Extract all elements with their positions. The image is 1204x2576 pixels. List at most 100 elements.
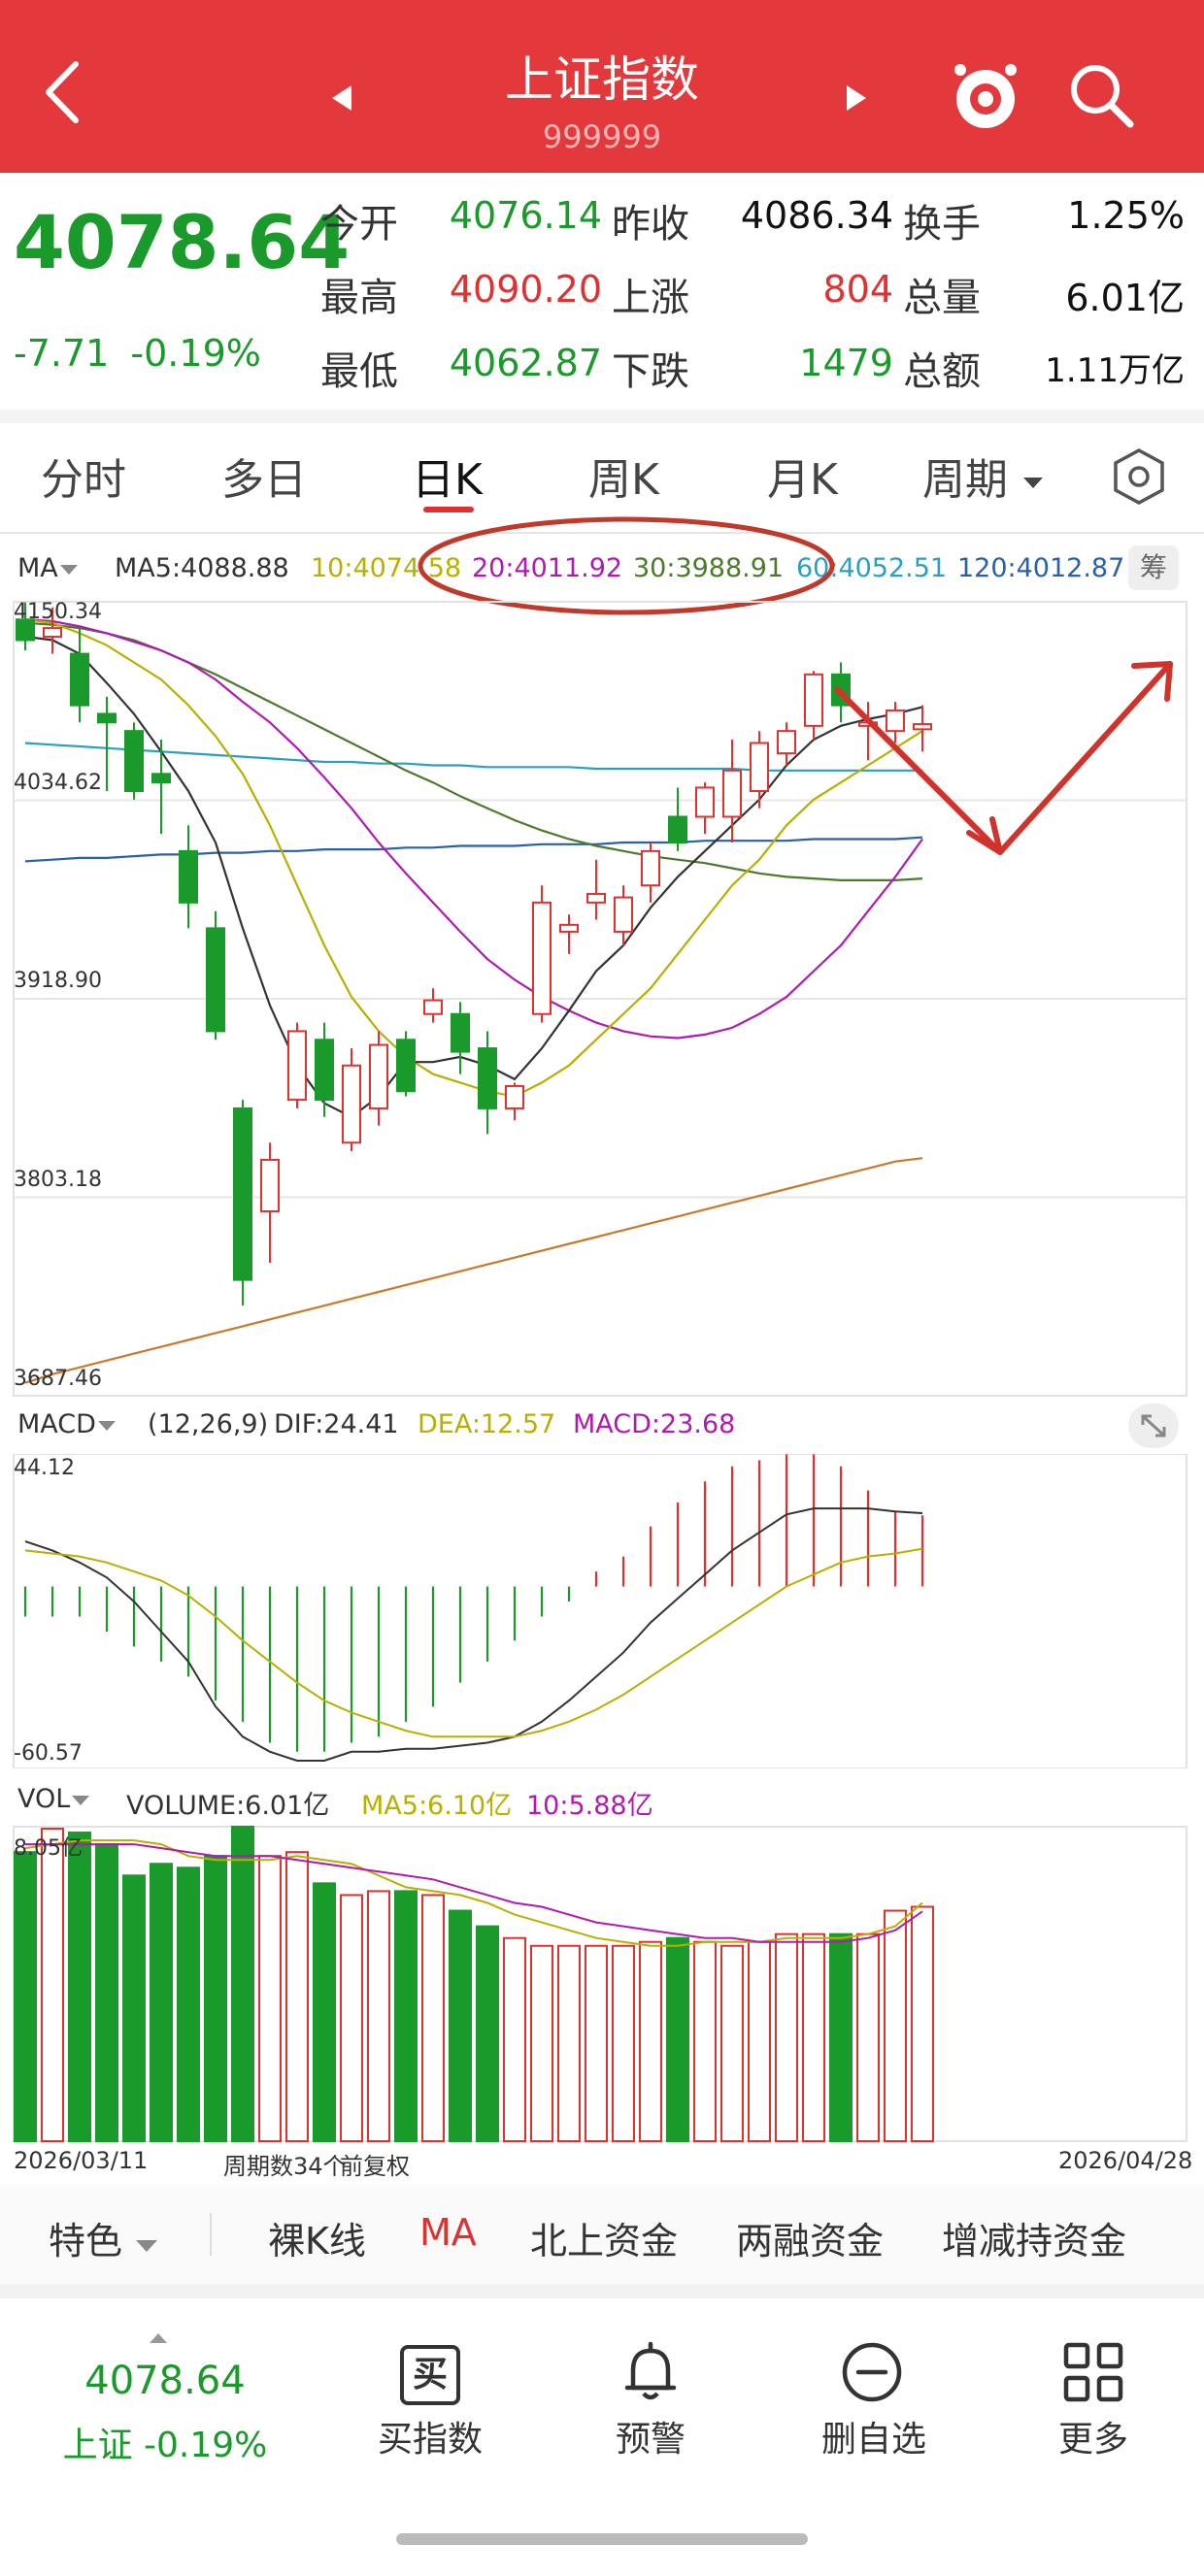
price-adjustment: 前复权 <box>340 2153 410 2180</box>
expand-up-icon[interactable] <box>148 2331 169 2345</box>
open-label: 今开 <box>320 202 398 247</box>
volume-bar <box>585 1944 608 2143</box>
tab-monthly-k[interactable]: 月K <box>767 455 838 505</box>
feature-margin[interactable]: 两融资金 <box>736 2220 885 2262</box>
tab-multi-day[interactable]: 多日 <box>221 455 307 505</box>
feature-naked-k[interactable]: 裸K线 <box>268 2220 366 2262</box>
ma5-legend: MA5:4088.88 <box>115 553 289 583</box>
high-label: 最高 <box>320 276 398 320</box>
buy-icon[interactable]: 买 <box>400 2345 460 2405</box>
volume-label: 总量 <box>903 276 981 320</box>
candle-body <box>559 923 579 933</box>
search-icon[interactable] <box>1066 60 1136 130</box>
low-value: 4062.87 <box>449 342 602 384</box>
buy-index-button[interactable]: 买指数 <box>377 2420 483 2460</box>
bell-icon[interactable] <box>618 2339 684 2405</box>
ma20-line <box>24 618 923 1040</box>
advancers-value: 804 <box>822 268 893 311</box>
y-label-3: 3918.90 <box>14 969 102 993</box>
index-code: 999999 <box>542 118 662 155</box>
tab-period[interactable]: 周期 <box>922 445 1045 507</box>
feature-ma[interactable]: MA <box>419 2211 477 2254</box>
volume-bar <box>802 1932 825 2142</box>
volume-bar <box>720 1944 744 2143</box>
feature-holding-change[interactable]: 增减持资金 <box>942 2220 1127 2262</box>
candle-body <box>233 1106 252 1281</box>
change-percent: -0.19% <box>130 332 261 375</box>
macd-dif: DIF:24.41 <box>274 1409 399 1439</box>
ma-selector[interactable]: MA <box>17 553 80 583</box>
macd-y-top: 44.12 <box>14 1456 75 1480</box>
open-value: 4076.14 <box>449 194 602 237</box>
feature-northbound[interactable]: 北上资金 <box>530 2220 679 2262</box>
candle-body <box>505 1084 524 1109</box>
vol-selector[interactable]: VOL <box>17 1784 91 1814</box>
expand-button[interactable] <box>1128 1404 1179 1448</box>
tab-daily-k[interactable]: 日K <box>412 455 483 505</box>
feature-separator <box>210 2213 212 2256</box>
macd-layer <box>23 1454 924 1762</box>
settings-hexagon-icon[interactable] <box>1109 446 1169 507</box>
vol-indicator-label: VOL <box>17 1784 71 1814</box>
candle-body <box>750 742 769 792</box>
candle-body <box>695 786 715 818</box>
candle-body <box>804 673 823 727</box>
kline-chart-area[interactable] <box>0 582 1204 2174</box>
volume-bar <box>530 1944 553 2143</box>
decliners-label: 下跌 <box>612 349 689 394</box>
feature-special[interactable]: 特色 <box>49 2211 159 2264</box>
period-count: 周期数34个 <box>223 2153 347 2180</box>
candle-body <box>369 1043 388 1109</box>
current-price: 4078.64 <box>14 199 351 285</box>
candle-body <box>451 1012 470 1053</box>
more-grid-icon[interactable] <box>1060 2339 1126 2405</box>
section-divider <box>0 410 1204 423</box>
tabs-divider <box>0 532 1204 534</box>
alert-button[interactable]: 预警 <box>615 2420 686 2460</box>
candle-body <box>16 618 35 642</box>
ma120-line <box>24 836 923 863</box>
macd-selector[interactable]: MACD <box>17 1409 117 1439</box>
turnover-label: 换手 <box>903 202 981 247</box>
vol-y-top: 8.05亿 <box>14 1836 83 1861</box>
dif-line <box>24 1507 923 1762</box>
chevron-down-icon <box>136 2240 158 2252</box>
chevron-down-icon <box>1023 478 1043 488</box>
vol-header-bg <box>0 1768 1204 1825</box>
candle-body <box>586 893 606 904</box>
bottom-price[interactable]: 4078.64 <box>84 2359 246 2403</box>
chips-button[interactable]: 筹 <box>1128 545 1179 590</box>
macd-params: (12,26,9) <box>148 1409 269 1439</box>
dropdown-icon <box>59 565 78 575</box>
ma20-legend: 20:4011.92 <box>472 553 623 583</box>
remove-watchlist-icon[interactable] <box>839 2339 905 2405</box>
candle-body <box>342 1064 361 1144</box>
tab-intraday[interactable]: 分时 <box>41 455 126 505</box>
next-index-icon[interactable] <box>845 83 868 113</box>
volume-bar <box>856 1932 880 2142</box>
volume-bar <box>748 1940 771 2142</box>
remove-watchlist-button[interactable]: 删自选 <box>820 2420 926 2460</box>
candle-body <box>722 769 742 818</box>
volume-bar <box>68 1832 91 2142</box>
y-label-4: 3803.18 <box>14 1168 102 1192</box>
ma30-legend: 30:3988.91 <box>633 553 785 583</box>
feature-bar <box>0 2184 1204 2285</box>
dropdown-icon <box>72 1796 90 1805</box>
ma60-line <box>24 742 922 772</box>
candle-body <box>260 1158 280 1212</box>
more-button[interactable]: 更多 <box>1057 2420 1128 2460</box>
ma10-line <box>24 618 923 1098</box>
bottom-index-label[interactable]: 上证 -0.19% <box>62 2426 268 2465</box>
candle-body <box>396 1039 416 1093</box>
candle-body <box>97 712 117 724</box>
back-icon[interactable] <box>39 58 87 126</box>
mascot-icon[interactable] <box>947 56 1024 134</box>
volume-value: 6.01亿 <box>1065 277 1185 319</box>
candle-body <box>179 849 198 904</box>
tab-weekly-k[interactable]: 周K <box>588 455 659 505</box>
volume-bar <box>449 1909 472 2143</box>
prev-index-icon[interactable] <box>330 83 353 113</box>
volume-bar <box>95 1843 118 2142</box>
volume-bar <box>122 1874 146 2142</box>
